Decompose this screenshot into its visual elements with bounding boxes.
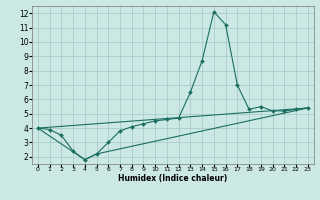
X-axis label: Humidex (Indice chaleur): Humidex (Indice chaleur) [118, 174, 228, 183]
